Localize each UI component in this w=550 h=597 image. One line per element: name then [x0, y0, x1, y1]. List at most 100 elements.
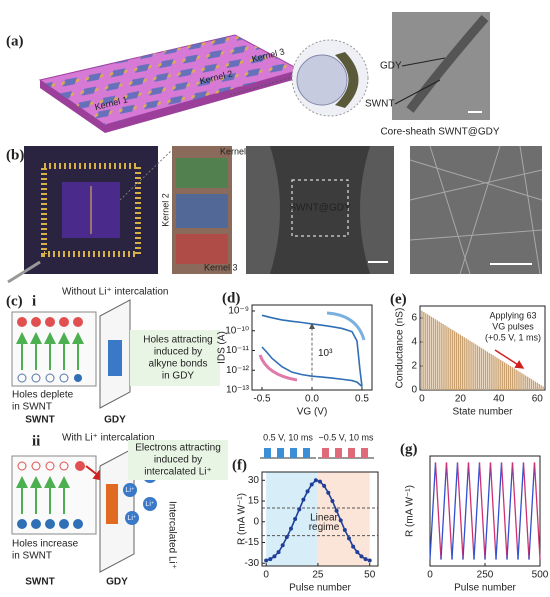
caption: Core-sheath SWNT@GDY: [380, 127, 499, 138]
swnt-label: SWNT: [365, 99, 394, 110]
y-axis-label: IDS (A): [217, 331, 228, 364]
hole: [73, 519, 83, 529]
kernel-label: Kernel 3: [204, 262, 238, 272]
bar: [446, 326, 448, 390]
bar: [448, 327, 450, 390]
annotation: 10³: [318, 348, 333, 359]
bar: [473, 343, 475, 390]
line-segment: [511, 462, 519, 560]
electron: [59, 317, 69, 327]
bar: [459, 334, 462, 390]
kernel-3-block: [176, 234, 228, 264]
bar: [498, 358, 500, 390]
note: intercalated Li⁺: [144, 467, 212, 478]
marker: [347, 536, 351, 541]
line-segment: [440, 462, 448, 560]
note: Electrons attracting: [135, 443, 221, 454]
x-axis-label: VG (V): [297, 407, 328, 418]
bar: [425, 313, 427, 390]
pulse-label: −0.5 V, 10 ms: [319, 432, 374, 442]
marker: [342, 528, 347, 533]
bar: [486, 351, 488, 390]
marker: [297, 507, 302, 512]
bar: [432, 318, 435, 390]
bar: [503, 362, 506, 390]
hole-stack: [108, 340, 122, 376]
line: [261, 346, 363, 388]
zoom-line: [119, 149, 173, 201]
electron: [45, 317, 55, 327]
bar: [528, 378, 531, 390]
pulse: [277, 448, 284, 458]
hole: [74, 374, 82, 382]
note: Holes deplete: [12, 390, 74, 401]
y-tick-label: 2: [411, 361, 417, 372]
hole: [59, 373, 69, 383]
bar: [502, 361, 504, 390]
bar: [542, 386, 544, 390]
x-tick-label: 0: [263, 570, 269, 581]
marker: [276, 550, 281, 555]
bar: [513, 368, 515, 390]
gdy-label: GDY: [380, 61, 402, 72]
line-segment: [456, 462, 464, 560]
bar: [434, 319, 437, 390]
electron: [73, 317, 83, 327]
zoom-line: [229, 74, 301, 96]
bar: [438, 321, 440, 390]
bar: [463, 337, 465, 390]
line-segment: [451, 462, 459, 560]
marker: [272, 554, 277, 559]
x-axis-label: Pulse number: [454, 583, 516, 594]
line: [261, 314, 363, 387]
panel-label: (c): [6, 293, 23, 309]
bar: [467, 339, 469, 390]
line-segment: [506, 462, 514, 560]
bar: [465, 338, 467, 390]
sweep-arrow: [326, 311, 366, 341]
x-tick-label: 40: [493, 394, 505, 405]
gdy-sheath: [335, 52, 359, 108]
marker: [330, 499, 335, 504]
bar: [536, 382, 538, 390]
li-ion: [125, 511, 139, 525]
gdy-label: GDY: [106, 577, 128, 588]
swnt-label: SWNT: [25, 415, 54, 426]
annotation-arrow: [494, 349, 525, 369]
bar: [519, 372, 521, 390]
bar: [490, 354, 492, 390]
pulse: [264, 448, 271, 458]
hole: [17, 461, 27, 471]
plot-frame: [261, 471, 379, 567]
marker: [351, 544, 356, 549]
note: in SWNT: [12, 551, 52, 562]
marker: [334, 508, 339, 513]
y-axis-label: R (mA W⁻¹): [405, 485, 416, 537]
hole: [59, 519, 69, 529]
marker: [280, 543, 285, 548]
line-segment: [434, 462, 442, 560]
hole: [31, 519, 41, 529]
pulse: [348, 448, 355, 458]
sweep-arrow: [258, 354, 298, 382]
x-tick-label: 60: [532, 394, 544, 405]
line-segment: [495, 462, 503, 560]
hole: [31, 373, 41, 383]
hole: [17, 373, 27, 383]
sem-zoom-image: [410, 146, 542, 274]
bar: [427, 314, 429, 390]
y-tick-label: 6: [411, 313, 417, 324]
y-tick-label: 10⁻¹³: [226, 385, 250, 396]
bar: [440, 322, 442, 390]
bar: [521, 373, 523, 390]
electron: [31, 317, 41, 327]
plot-frame: [419, 305, 546, 391]
pulse: [290, 448, 297, 458]
line-segment: [467, 462, 475, 560]
zoom-box: [291, 179, 349, 237]
bar: [423, 312, 425, 390]
marker: [289, 526, 293, 531]
marker: [309, 482, 314, 487]
marker: [293, 517, 298, 521]
